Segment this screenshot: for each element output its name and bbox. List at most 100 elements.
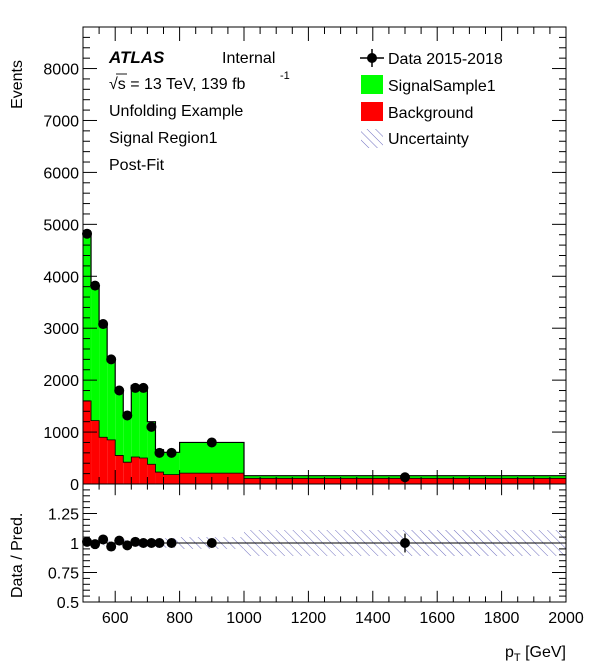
main-y-axis: 0 1000 2000 3000 4000 5000 6000 7000 8000 [43, 36, 566, 494]
ratio-point [98, 534, 109, 545]
ratio-points [82, 533, 410, 553]
total-outline [83, 231, 566, 477]
signal-bar [123, 414, 132, 463]
legend: Data 2015-2018 SignalSample1 Background … [360, 49, 503, 148]
x-tick-label: 1200 [291, 610, 327, 627]
signal-bar [179, 442, 244, 474]
atlas-label-block: ATLAS Internal √s = 13 TeV, 139 fb -1 Un… [108, 48, 290, 174]
ratio-point [106, 541, 117, 552]
legend-data-marker [367, 53, 377, 63]
background-bar [107, 439, 116, 484]
background-outline [83, 400, 566, 479]
x-tick-label: 1600 [419, 610, 455, 627]
ratio-point [90, 539, 101, 550]
background-bar [147, 464, 156, 484]
ratio-y-axis-label: Data / Pred. [9, 513, 26, 598]
y-tick-label: 4000 [43, 269, 79, 286]
y-tick-label: 3000 [43, 321, 79, 338]
data-point [82, 228, 93, 239]
legend-entry-uncertainty: Uncertainty [361, 129, 469, 148]
x-tick-label: 1000 [226, 610, 262, 627]
x-tick-label: 1400 [355, 610, 391, 627]
signal-bar [147, 421, 156, 465]
signal-bar [107, 359, 116, 440]
ratio-point [400, 538, 410, 548]
legend-background-swatch [361, 102, 383, 121]
background-bar [155, 472, 164, 484]
signal-bar [139, 387, 148, 459]
signal-bar [91, 285, 100, 421]
legend-entry-data: Data 2015-2018 [360, 49, 503, 68]
signal-bar [115, 390, 124, 456]
background-bar [139, 458, 148, 484]
signal-bar [163, 452, 180, 475]
legend-entry-background: Background [361, 102, 473, 122]
background-bar [91, 420, 100, 484]
data-point [206, 437, 217, 448]
x-tick-label: 2000 [548, 610, 584, 627]
main-panel: 0 1000 2000 3000 4000 5000 6000 7000 8000 Events [9, 26, 567, 494]
ratio-point [206, 538, 217, 548]
ratio-point [114, 535, 125, 546]
signal-bar [99, 324, 108, 438]
y-tick-label: 5000 [43, 217, 79, 234]
legend-uncertainty-label: Uncertainty [388, 131, 469, 148]
y-tick-label: 6000 [43, 165, 79, 182]
signal-bar [155, 449, 164, 473]
ratio-point [122, 540, 133, 551]
y-tick-label: 8000 [43, 62, 79, 79]
analysis-label: Unfolding Example [109, 103, 243, 120]
data-point [166, 447, 177, 458]
data-point [130, 382, 141, 393]
ratio-y-tick-label: 0.75 [48, 566, 79, 583]
x-tick-label: 1800 [484, 610, 520, 627]
region-label: Signal Region1 [109, 130, 218, 147]
legend-signal-swatch [361, 75, 383, 94]
ratio-point [146, 538, 157, 548]
ratio-y-tick-label: 1.25 [48, 507, 79, 524]
energy-lumi-label: √s = 13 TeV, 139 fb [109, 76, 246, 93]
legend-background-label: Background [388, 105, 473, 122]
background-bar [99, 437, 108, 484]
signal-bar [83, 232, 92, 401]
ratio-y-tick-label: 1 [70, 536, 79, 553]
ratio-point [82, 536, 93, 547]
main-x-ticks [98, 27, 567, 484]
background-bar [123, 462, 132, 484]
ratio-point [154, 538, 165, 548]
legend-data-label: Data 2015-2018 [388, 51, 503, 68]
atlas-label: ATLAS [108, 48, 165, 67]
legend-signal-label: SignalSample1 [388, 78, 496, 95]
main-frame [82, 26, 567, 485]
ratio-point [130, 536, 141, 547]
background-bar [163, 474, 180, 484]
internal-label: Internal [222, 50, 275, 67]
data-point [106, 354, 117, 365]
x-axis: 600 800 1000 1200 1400 1600 1800 2000 [98, 484, 584, 627]
x-axis-label-main: p [505, 644, 514, 661]
ratio-y-axis: 0.5 0.75 1 1.25 [48, 489, 566, 612]
x-axis-label-sub: T [514, 652, 521, 664]
y-tick-label: 1000 [43, 425, 79, 442]
background-bar [131, 456, 140, 484]
data-point [114, 385, 125, 396]
background-bar [115, 455, 124, 484]
legend-entry-signal: SignalSample1 [361, 75, 496, 95]
data-points [82, 228, 410, 483]
y-tick-label: 0 [70, 477, 79, 494]
data-point [154, 447, 165, 458]
ratio-point [138, 538, 149, 548]
x-tick-label: 800 [166, 610, 193, 627]
y-axis-label: Events [9, 60, 26, 109]
data-point [138, 382, 149, 393]
ratio-panel: 0.5 0.75 1 1.25 600 800 1000 1200 1400 1600 1800 2… [9, 483, 584, 664]
x-axis-label-unit: [GeV] [521, 644, 566, 661]
stacked-histogram [83, 231, 566, 484]
signal-bar [131, 385, 140, 457]
data-point [98, 319, 109, 330]
data-point [90, 280, 101, 291]
legend-uncertainty-swatch [361, 129, 383, 148]
data-point [146, 421, 157, 432]
y-tick-label: 2000 [43, 373, 79, 390]
